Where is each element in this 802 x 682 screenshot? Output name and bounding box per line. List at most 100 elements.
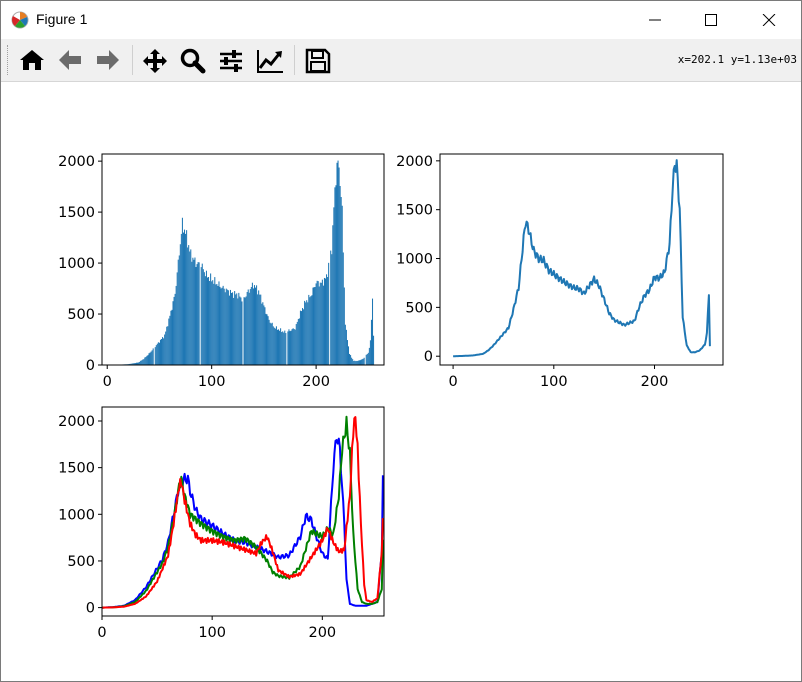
histogram-bar — [221, 287, 223, 365]
histogram-bar — [230, 292, 233, 365]
histogram-bar — [133, 363, 135, 365]
histogram-bar — [157, 342, 159, 365]
histogram-bar — [331, 254, 333, 365]
histogram-bar — [370, 319, 372, 365]
pan-button[interactable] — [138, 43, 172, 77]
histogram-bar — [256, 285, 258, 365]
histogram-bar — [260, 294, 262, 365]
navigation-toolbar: x=202.1 y=1.13e+03 — [1, 39, 801, 82]
histogram-bar — [270, 323, 272, 365]
histogram-bar — [206, 277, 209, 365]
histogram-bar — [149, 352, 151, 365]
histogram-bar — [316, 280, 318, 365]
histogram-bar — [250, 287, 252, 365]
histogram-bar — [192, 257, 194, 365]
histogram-bar — [309, 297, 311, 365]
matplotlib-icon — [11, 11, 29, 29]
histogram-bar — [275, 326, 277, 365]
forward-button[interactable] — [91, 43, 125, 77]
histogram-line — [453, 159, 711, 358]
histogram-bar — [269, 322, 271, 365]
histogram-bar — [185, 233, 187, 365]
histogram-bar — [208, 277, 210, 365]
save-button[interactable] — [301, 43, 335, 77]
histogram-bar — [222, 285, 224, 365]
histogram-bar — [262, 302, 264, 365]
histogram-bar — [190, 249, 192, 365]
histogram-bar — [367, 352, 369, 365]
histogram-bar — [265, 313, 267, 365]
histogram-bar — [354, 360, 356, 365]
histogram-bar — [327, 277, 329, 365]
histogram-bar — [356, 360, 358, 365]
forward-arrow-icon — [97, 50, 119, 70]
histogram-bar — [373, 335, 375, 365]
histogram-bar — [264, 307, 266, 365]
histogram-bar — [228, 295, 230, 365]
histogram-bar — [294, 329, 296, 365]
histogram-bar — [287, 331, 289, 365]
edit-axes-button[interactable] — [252, 43, 286, 77]
close-button[interactable] — [743, 1, 797, 39]
home-button[interactable] — [15, 43, 49, 77]
x-tick-label: 0 — [448, 374, 457, 390]
histogram-bar — [300, 311, 303, 365]
pan-icon — [143, 49, 167, 73]
histogram-bar — [361, 359, 363, 365]
configure-subplots-button[interactable] — [214, 43, 248, 77]
histogram-bar — [130, 363, 132, 365]
histogram-bar — [369, 340, 371, 365]
histogram-bar — [217, 285, 219, 365]
histogram-bar — [138, 362, 140, 365]
histogram-bar — [236, 293, 238, 365]
back-button[interactable] — [53, 43, 87, 77]
histogram-bar — [193, 259, 195, 365]
histogram-bar — [232, 292, 234, 365]
histogram-bar — [169, 315, 171, 365]
maximize-icon — [705, 14, 717, 26]
histogram-bar — [226, 289, 228, 365]
y-tick-label: 1000 — [58, 256, 95, 272]
histogram-bar — [248, 292, 250, 365]
histogram-bar — [359, 360, 361, 365]
histogram-bar — [304, 300, 306, 365]
histogram-bar — [189, 251, 191, 365]
histogram-bar — [335, 185, 337, 365]
histogram-bar — [339, 186, 341, 365]
histogram-bar — [148, 353, 150, 365]
histogram-bar — [346, 340, 348, 365]
histogram-bar — [140, 360, 142, 365]
histogram-bar — [188, 245, 190, 365]
histogram-bar — [285, 333, 287, 365]
configure-subplots-icon — [220, 50, 242, 72]
histogram-bar — [334, 187, 336, 365]
histogram-bar — [281, 332, 283, 365]
histogram-bar — [266, 314, 268, 365]
histogram-bar — [211, 281, 213, 365]
histogram-bar — [159, 339, 162, 365]
histogram-bar — [245, 296, 247, 365]
histogram-bar — [135, 362, 137, 365]
histogram-bar — [239, 296, 241, 365]
maximize-button[interactable] — [685, 1, 739, 39]
cursor-coordinates: x=202.1 y=1.13e+03 — [677, 53, 797, 66]
histogram-bar — [158, 342, 160, 365]
histogram-bar — [255, 287, 257, 365]
histogram-bar — [282, 331, 284, 365]
zoom-button[interactable] — [176, 43, 210, 77]
histogram-bar — [274, 328, 276, 365]
title-bar[interactable]: Figure 1 — [1, 1, 801, 39]
minimize-button[interactable] — [629, 1, 683, 39]
histogram-bar — [333, 207, 335, 365]
histogram-bar — [366, 354, 368, 365]
histogram-bar — [186, 230, 188, 365]
histogram-bar — [320, 282, 322, 365]
histogram-bar — [167, 326, 169, 365]
histogram-bar — [312, 287, 314, 365]
histogram-bar — [144, 357, 146, 365]
histogram-bar — [212, 280, 214, 365]
